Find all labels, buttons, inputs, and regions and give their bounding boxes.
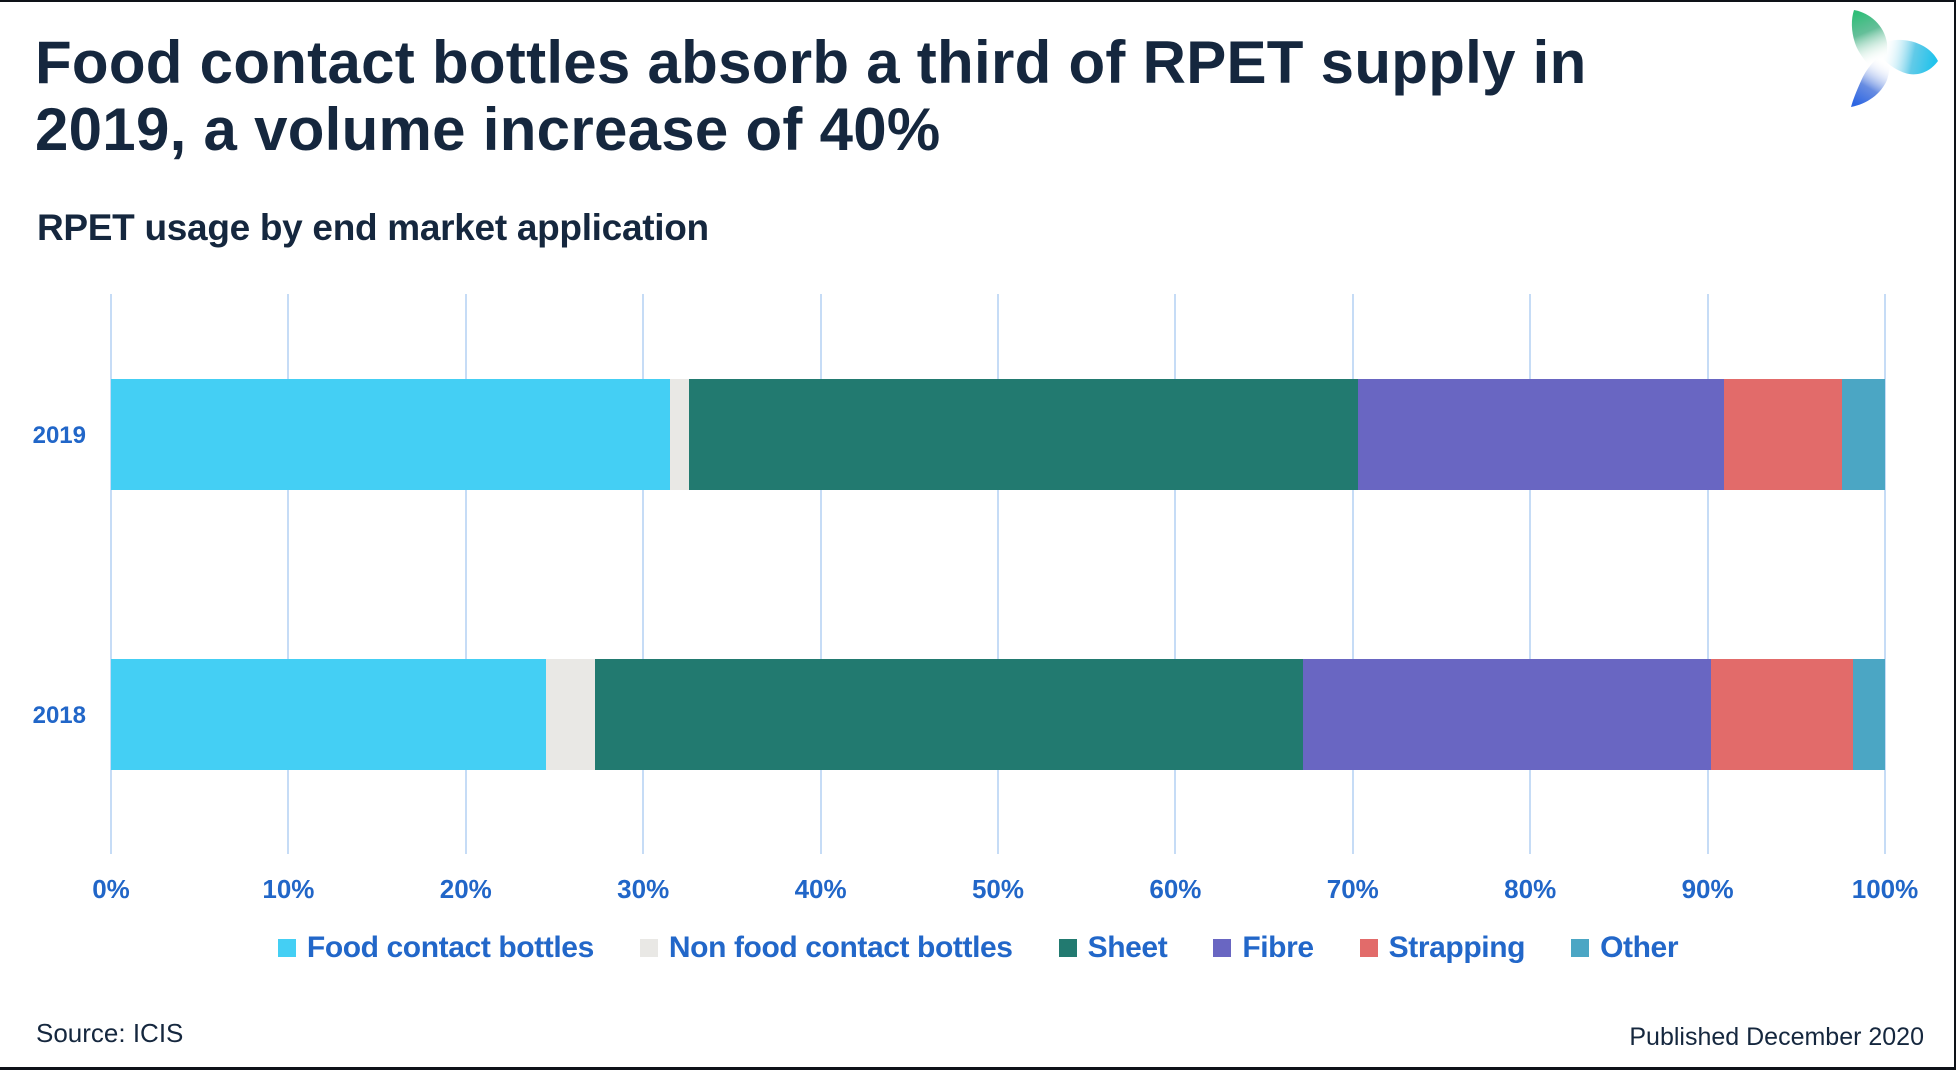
plot-area xyxy=(110,294,1886,854)
x-axis-label: 10% xyxy=(262,874,315,904)
gridline xyxy=(1351,294,1354,854)
x-axis-label: 80% xyxy=(1504,874,1557,904)
bar-segment xyxy=(669,378,690,490)
legend: Food contact bottles Non food contact bot… xyxy=(0,928,1956,968)
logo-petal-cyan xyxy=(1875,39,1938,75)
x-axis-label: 90% xyxy=(1681,874,1734,904)
legend-swatch xyxy=(1359,939,1378,957)
gridline xyxy=(1884,294,1886,854)
bar-row-2018 xyxy=(111,658,1885,770)
x-axis-label: 20% xyxy=(439,874,492,904)
bar-segment xyxy=(1303,658,1712,770)
y-axis-label: 2019 xyxy=(32,422,86,449)
gridline xyxy=(1174,294,1177,854)
gridline xyxy=(819,294,822,854)
icis-trefoil-logo xyxy=(1851,10,1938,107)
gridline xyxy=(1529,294,1532,854)
x-axis-label: 0% xyxy=(92,874,130,904)
legend-label: Sheet xyxy=(1087,931,1168,964)
legend-label: Strapping xyxy=(1388,931,1526,964)
legend-item: Food contact bottles xyxy=(277,928,594,968)
bar-segment xyxy=(1723,378,1843,490)
x-axis-label: 100% xyxy=(1851,874,1919,904)
x-axis-label: 40% xyxy=(794,874,847,904)
legend-swatch xyxy=(1213,939,1232,957)
legend-swatch xyxy=(1058,939,1077,957)
bar-segment xyxy=(689,378,1359,490)
gridline xyxy=(642,294,645,854)
legend-item: Sheet xyxy=(1058,928,1168,968)
legend-label: Non food contact bottles xyxy=(668,931,1013,964)
bar-segment xyxy=(545,658,596,770)
legend-swatch xyxy=(277,939,296,957)
gridline xyxy=(464,294,467,854)
bar-row-2019 xyxy=(111,378,1885,490)
legend-label: Fibre xyxy=(1242,931,1314,964)
chart-subtitle: RPET usage by end market application xyxy=(37,207,709,248)
legend-item: Strapping xyxy=(1359,928,1526,968)
x-axis-label: 50% xyxy=(971,874,1025,904)
legend-item: Fibre xyxy=(1213,928,1314,968)
x-axis-label: 60% xyxy=(1149,874,1202,904)
gridline xyxy=(110,294,112,854)
bar-segment xyxy=(111,378,670,490)
page-title: Food contact bottles absorb a third of R… xyxy=(35,29,1587,163)
source-note: Source: ICIS xyxy=(36,1018,184,1048)
legend-swatch xyxy=(639,939,658,957)
bar-segment xyxy=(111,658,546,770)
bar-segment xyxy=(1358,378,1724,490)
legend-item: Other xyxy=(1571,928,1678,968)
bar-segment xyxy=(1842,378,1885,490)
legend-swatch xyxy=(1571,939,1590,957)
x-axis-label: 70% xyxy=(1326,874,1379,904)
bar-segment xyxy=(1853,658,1885,770)
published-note: Published December 2020 xyxy=(1629,1023,1924,1051)
x-axis-label: 30% xyxy=(617,874,670,904)
legend-item: Non food contact bottles xyxy=(639,928,1013,968)
legend-label: Food contact bottles xyxy=(306,931,594,964)
gridline xyxy=(287,294,290,854)
gridline xyxy=(1706,294,1709,854)
y-axis-label: 2018 xyxy=(32,702,86,729)
bar-segment xyxy=(595,658,1304,770)
legend-label: Other xyxy=(1600,931,1679,964)
logo-petal-blue xyxy=(1851,51,1890,107)
bar-segment xyxy=(1711,658,1854,770)
gridline xyxy=(997,294,999,854)
